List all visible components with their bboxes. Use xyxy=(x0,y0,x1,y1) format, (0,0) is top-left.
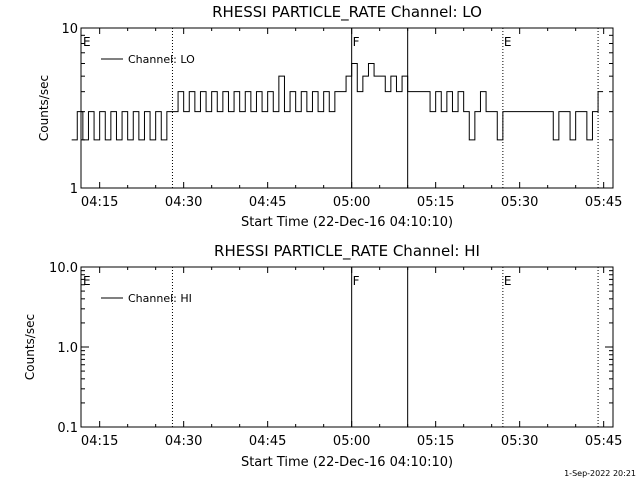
marker-label: E xyxy=(504,274,512,288)
x-tick-label: 04:30 xyxy=(165,195,202,210)
x-tick-label: 05:15 xyxy=(417,195,454,210)
x-tick-label: 04:45 xyxy=(249,195,286,210)
marker-label: E xyxy=(83,274,91,288)
y-axis-label: Counts/sec xyxy=(37,75,51,141)
x-tick-label: 05:45 xyxy=(585,195,622,210)
y-tick-label: 0.1 xyxy=(57,421,78,436)
y-axis-label: Counts/sec xyxy=(23,314,37,380)
series-line xyxy=(71,62,604,141)
legend-label: Channel: LO xyxy=(128,53,195,66)
chart-title: RHESSI PARTICLE_RATE Channel: HI xyxy=(214,242,480,261)
marker-label: E xyxy=(504,35,512,49)
footer-timestamp: 1-Sep-2022 20:21 xyxy=(564,469,636,478)
x-tick-label: 05:45 xyxy=(585,434,622,449)
x-tick-label: 04:15 xyxy=(81,195,118,210)
y-tick-label: 10 xyxy=(61,22,78,37)
marker-label: F xyxy=(353,35,360,49)
plot-frame xyxy=(80,266,614,428)
panel-lo: RHESSI PARTICLE_RATE Channel: LO Start T… xyxy=(37,3,622,230)
panel-hi: RHESSI PARTICLE_RATE Channel: HI Start T… xyxy=(23,242,622,470)
x-axis-label: Start Time (22-Dec-16 04:10:10) xyxy=(241,215,453,230)
marker-label: F xyxy=(353,274,360,288)
plot-frame xyxy=(80,27,614,189)
x-tick-label: 04:30 xyxy=(165,434,202,449)
x-tick-label: 05:00 xyxy=(333,195,370,210)
y-tick-label: 10.0 xyxy=(49,261,78,276)
y-tick-label: 1 xyxy=(70,182,78,197)
chart-title: RHESSI PARTICLE_RATE Channel: LO xyxy=(212,3,482,22)
x-tick-label: 04:45 xyxy=(249,434,286,449)
y-tick-label: 1.0 xyxy=(57,341,78,356)
marker-label: E xyxy=(83,35,91,49)
legend-label: Channel: HI xyxy=(128,292,192,305)
x-tick-label: 05:30 xyxy=(501,434,538,449)
x-tick-label: 05:15 xyxy=(417,434,454,449)
x-axis-label: Start Time (22-Dec-16 04:10:10) xyxy=(241,455,453,470)
x-tick-label: 04:15 xyxy=(81,434,118,449)
x-tick-label: 05:30 xyxy=(501,195,538,210)
x-tick-label: 05:00 xyxy=(333,434,370,449)
